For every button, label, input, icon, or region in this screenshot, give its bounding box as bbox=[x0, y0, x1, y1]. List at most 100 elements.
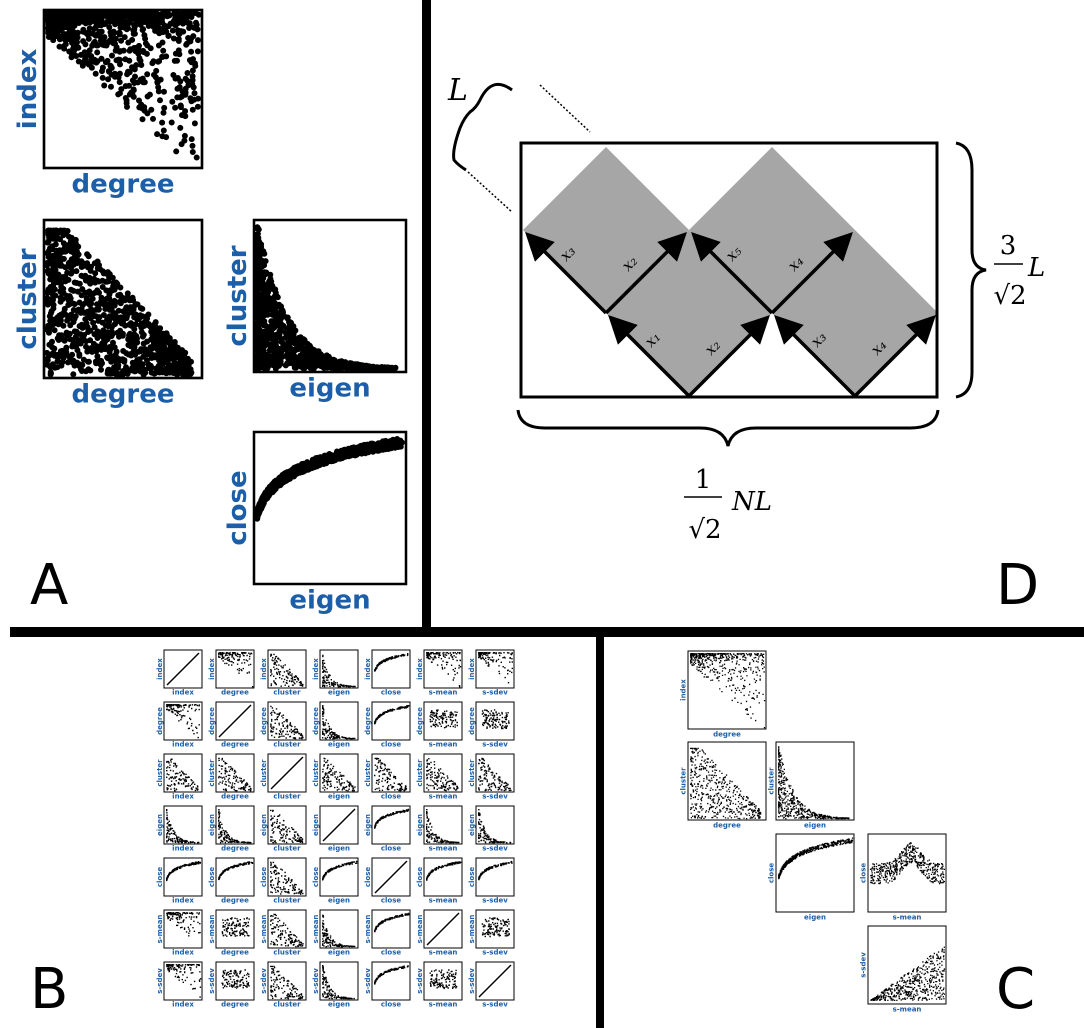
diagonal-line bbox=[322, 808, 356, 842]
x-axis-label: eigen bbox=[289, 374, 370, 404]
x-axis-label: degree bbox=[221, 1001, 249, 1009]
plot-frame bbox=[319, 701, 359, 741]
matrix-cell: s-mean index bbox=[416, 649, 463, 697]
scatter-points bbox=[870, 946, 946, 1001]
y-axis-label: s-sdev bbox=[468, 968, 476, 994]
scatter-points bbox=[166, 861, 201, 882]
x-axis-label: eigen bbox=[289, 586, 370, 616]
dotted-guide-bottom bbox=[467, 171, 513, 213]
matrix-cell: degree s-mean bbox=[208, 909, 255, 957]
x-axis-label: degree bbox=[713, 731, 741, 739]
matrix-cell: s-mean close bbox=[416, 857, 463, 905]
scatter-points bbox=[426, 652, 462, 688]
panel-b-letter: B bbox=[30, 957, 68, 1022]
y-axis-label: cluster bbox=[768, 767, 776, 795]
matrix-cell: index s-sdev bbox=[156, 961, 203, 1009]
x-axis-label: degree bbox=[221, 897, 249, 905]
scatter-points bbox=[426, 758, 459, 792]
matrix-cell: cluster s-mean bbox=[260, 909, 307, 957]
scatter-points bbox=[166, 809, 200, 844]
height-denominator: √2 bbox=[993, 281, 1026, 311]
y-axis-label: close bbox=[468, 867, 476, 888]
x-axis-label: eigen bbox=[804, 822, 826, 830]
scatter-points bbox=[690, 653, 766, 729]
y-axis-label: cluster bbox=[208, 759, 216, 787]
arrow-group bbox=[525, 232, 936, 398]
x-axis-label: index bbox=[172, 1001, 194, 1009]
matrix-cell: cluster s-sdev bbox=[260, 961, 307, 1009]
matrix-cell: cluster degree bbox=[260, 701, 307, 749]
panel-d-letter: D bbox=[996, 553, 1039, 618]
dotted-guide-top bbox=[539, 84, 591, 133]
y-axis-label: cluster bbox=[364, 759, 372, 787]
matrix-cell: degree index bbox=[208, 649, 255, 697]
x-axis-label: s-mean bbox=[429, 949, 458, 957]
scatter-points bbox=[254, 224, 399, 372]
x-axis-label: cluster bbox=[273, 741, 301, 749]
matrix-cell: s-sdev degree bbox=[468, 701, 515, 749]
matrix-cell: cluster close bbox=[260, 857, 307, 905]
plot-frame bbox=[215, 909, 255, 949]
x-axis-label: eigen bbox=[328, 793, 350, 801]
divider-horizontal bbox=[10, 627, 1084, 637]
scatter-plot-a-2: degree cluster bbox=[13, 218, 204, 410]
scatter-points bbox=[44, 10, 202, 161]
plot-frame bbox=[371, 909, 411, 949]
y-axis-label: index bbox=[260, 658, 268, 680]
matrix-cell: cluster index bbox=[260, 649, 307, 697]
y-axis-label: s-sdev bbox=[260, 968, 268, 994]
matrix-cell: degree eigen bbox=[208, 805, 255, 853]
matrix-cell: s-mean cluster bbox=[416, 753, 463, 801]
x-axis-label: s-sdev bbox=[482, 897, 508, 905]
x-axis-label: degree bbox=[713, 822, 741, 830]
y-axis-label: close bbox=[860, 863, 868, 884]
x-axis-label: cluster bbox=[273, 845, 301, 853]
arrow-left-up-2 bbox=[691, 232, 774, 315]
x-axis-label: close bbox=[381, 1001, 402, 1009]
scatter-points bbox=[44, 227, 195, 378]
matrix-cell: cluster cluster bbox=[260, 753, 307, 801]
scatter-points bbox=[322, 914, 356, 948]
y-axis-label: close bbox=[768, 863, 776, 884]
y-axis-label: degree bbox=[312, 707, 320, 735]
plot-frame bbox=[475, 909, 515, 949]
y-axis-label: index bbox=[13, 49, 43, 130]
y-axis-label: s-sdev bbox=[860, 952, 868, 978]
scatter-points bbox=[270, 965, 304, 1000]
x-axis-label: s-sdev bbox=[482, 845, 508, 853]
divider-vertical-bottom bbox=[596, 632, 604, 1028]
arrow-right-up-3 bbox=[687, 315, 770, 398]
matrix-cell: s-mean s-sdev bbox=[416, 961, 463, 1009]
matrix-cell: s-sdev index bbox=[468, 649, 515, 697]
scatter-plot-c-2: degree cluster bbox=[680, 741, 767, 830]
matrix-cell: s-mean s-mean bbox=[416, 909, 463, 957]
x-axis-label: s-mean bbox=[893, 1006, 922, 1014]
y-axis-label: degree bbox=[416, 707, 424, 735]
y-axis-label: s-mean bbox=[468, 915, 476, 944]
x-axis-label: s-mean bbox=[429, 897, 458, 905]
diagonal-line bbox=[374, 860, 408, 894]
divider-vertical-top bbox=[422, 0, 431, 632]
y-axis-label: eigen bbox=[468, 814, 476, 836]
y-axis-label: close bbox=[223, 470, 253, 545]
x-axis-label: eigen bbox=[328, 741, 350, 749]
y-axis-label: close bbox=[312, 867, 320, 888]
y-axis-label: index bbox=[416, 658, 424, 680]
scatter-plot-c-3: eigen cluster bbox=[768, 741, 855, 830]
y-axis-label: close bbox=[260, 867, 268, 888]
scatter-points bbox=[478, 757, 512, 792]
brace-right bbox=[955, 141, 987, 399]
y-axis-label: index bbox=[364, 658, 372, 680]
brace-bottom bbox=[516, 409, 940, 447]
x-axis-label: index bbox=[172, 897, 194, 905]
width-denominator: √2 bbox=[688, 515, 721, 545]
matrix-cell: eigen degree bbox=[312, 701, 359, 749]
matrix-cell: close s-sdev bbox=[364, 961, 411, 1009]
matrix-cell: index eigen bbox=[156, 805, 203, 853]
y-axis-label: eigen bbox=[208, 814, 216, 836]
scatter-points bbox=[254, 436, 405, 522]
plot-frame bbox=[423, 857, 463, 897]
matrix-cell: s-sdev close bbox=[468, 857, 515, 905]
plot-frame bbox=[475, 649, 515, 689]
scatter-points bbox=[481, 709, 510, 730]
